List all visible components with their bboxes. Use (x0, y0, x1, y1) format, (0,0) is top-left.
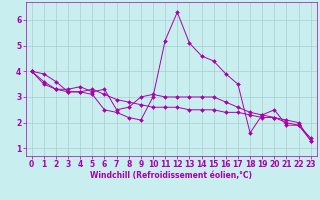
X-axis label: Windchill (Refroidissement éolien,°C): Windchill (Refroidissement éolien,°C) (90, 171, 252, 180)
